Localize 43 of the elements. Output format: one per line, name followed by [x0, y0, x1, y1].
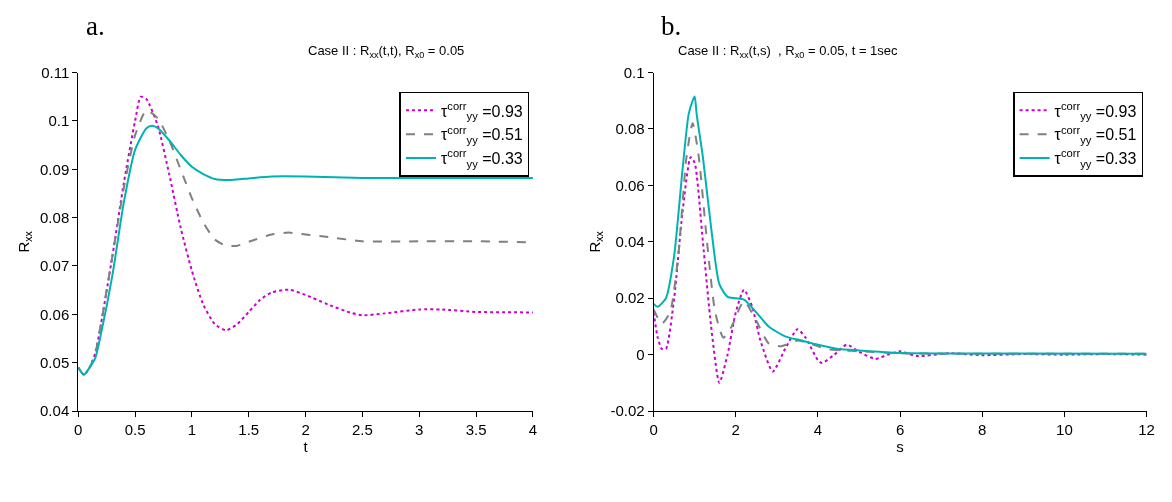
y-tick-label: 0 — [636, 345, 645, 363]
x-tick-label: 4 — [813, 421, 823, 439]
x-tick-label: 10 — [1056, 421, 1073, 439]
x-tick-label: 1 — [187, 421, 197, 439]
chart-title: Case II : R$_{xx}$(t,t), R$_{x0}$ = 0.05 — [308, 43, 465, 60]
y-tick-label: 0.09 — [40, 160, 70, 178]
y-tick-label: 0.1 — [48, 112, 70, 130]
legend-label: τ$^{corr}$$_{yy}$ =0.93 — [440, 99, 523, 122]
x-tick-label: 0.5 — [124, 421, 146, 439]
chart-title: Case II : R$_{xx}$(t,s) , R$_{x0}$ = 0.05, t = 1sec — [678, 43, 899, 60]
legend-label: τ$^{corr}$$_{yy}$ =0.33 — [1054, 147, 1137, 170]
x-tick-label: 1.5 — [238, 421, 260, 439]
y-tick-label: 0.11 — [41, 63, 70, 81]
x-axis-title: s — [896, 438, 904, 456]
legend-label: τ$^{corr}$$_{yy}$ =0.93 — [1054, 99, 1137, 122]
x-tick-label: 2.5 — [352, 421, 373, 439]
x-tick-label: 8 — [978, 421, 987, 439]
text: a. — [86, 11, 105, 41]
y-tick-label: 0.07 — [40, 257, 70, 275]
y-tick-label: 0.05 — [40, 353, 70, 371]
legend-label: τ$^{corr}$$_{yy}$ =0.51 — [440, 123, 523, 146]
y-tick-label: 0.02 — [615, 289, 645, 307]
y-tick-label: 0.1 — [623, 63, 645, 81]
y-tick-label: 0.06 — [40, 305, 70, 323]
x-tick-label: 3.5 — [465, 421, 487, 439]
legend-label: τ$^{corr}$$_{yy}$ =0.51 — [1054, 123, 1137, 146]
x-tick-label: 12 — [1138, 421, 1155, 439]
y-tick-label: 0.08 — [40, 208, 70, 226]
x-tick-label: 2 — [301, 421, 310, 439]
y-tick-label: -0.02 — [610, 402, 645, 420]
x-tick-label: 6 — [895, 421, 905, 439]
x-tick-label: 0 — [649, 421, 658, 439]
y-tick-label: 0.08 — [615, 120, 645, 138]
x-tick-label: 0 — [74, 421, 83, 439]
y-tick-label: 0.06 — [615, 176, 645, 194]
x-tick-label: 2 — [731, 421, 740, 439]
y-tick-label: 0.04 — [615, 233, 645, 251]
x-tick-label: 4 — [528, 421, 538, 439]
y-tick-label: 0.04 — [40, 402, 70, 420]
x-axis-title: t — [303, 438, 309, 456]
text: b. — [661, 11, 682, 41]
x-tick-label: 3 — [415, 421, 424, 439]
legend-label: τ$^{corr}$$_{yy}$ =0.33 — [440, 147, 523, 170]
